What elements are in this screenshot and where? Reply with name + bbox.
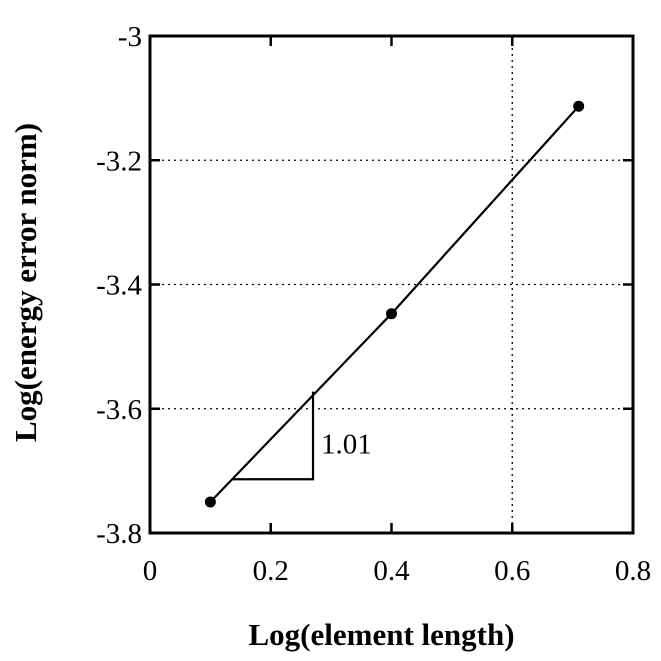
slope-label: 1.01 xyxy=(321,428,372,460)
series-line xyxy=(209,105,580,503)
y-tick-label: -3.6 xyxy=(96,394,142,426)
y-axis-title: Log(energy error norm) xyxy=(8,123,43,442)
y-tick-label: -3 xyxy=(118,21,142,53)
x-tick-label: 0 xyxy=(143,555,158,587)
data-point xyxy=(204,496,216,508)
data-point xyxy=(573,100,585,112)
x-tick-label: 0.8 xyxy=(615,555,651,587)
axis-ticks: 0 0.2 0.4 0.6 0.8 -3 -3.2 -3.4 -3.6 -3.8 xyxy=(96,21,651,587)
y-tick-label: -3.2 xyxy=(96,145,142,177)
grid-lines xyxy=(150,36,633,533)
slope-triangle xyxy=(231,391,315,481)
data-point xyxy=(386,308,397,320)
slope-annotation: 1.01 xyxy=(231,391,372,481)
x-tick-label: 0.2 xyxy=(253,555,289,587)
x-axis-title: Log(element length) xyxy=(248,617,514,652)
x-tick-label: 0.4 xyxy=(373,555,410,587)
x-tick-label: 0.6 xyxy=(494,555,530,587)
y-tick-label: -3.8 xyxy=(96,518,142,550)
series-layer xyxy=(204,100,585,508)
y-tick-label: -3.4 xyxy=(96,270,142,302)
